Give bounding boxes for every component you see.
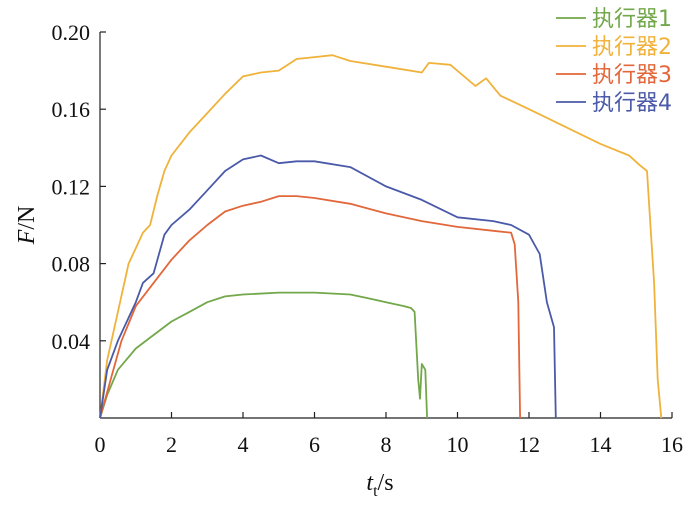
- x-axis-label: tt/s: [366, 470, 393, 500]
- x-tick-label: 2: [166, 432, 177, 457]
- x-tick-label: 10: [447, 432, 469, 457]
- y-tick-label: 0.12: [52, 174, 91, 199]
- legend: 执行器1 执行器2 执行器3 执行器4: [556, 7, 672, 116]
- series-line-2: [99, 54, 663, 419]
- axes: 0 2 4 6 8 10 12 14 16 0.04 0.08 0.12 0.16 0.20 tt/s F/N: [14, 20, 683, 500]
- legend-label-3: 执行器3: [592, 63, 672, 88]
- x-tick-label: 0: [95, 432, 106, 457]
- series-group: [99, 54, 663, 419]
- series-line-3: [99, 195, 521, 419]
- legend-label-1: 执行器1: [592, 7, 672, 32]
- legend-label-4: 执行器4: [592, 91, 672, 116]
- x-tick-label: 8: [381, 432, 392, 457]
- x-tick-label: 6: [309, 432, 320, 457]
- x-tick-label: 4: [238, 432, 249, 457]
- y-axis-label: F/N: [14, 206, 40, 246]
- y-tick-label: 0.04: [52, 329, 91, 354]
- x-tick-label: 12: [518, 432, 540, 457]
- y-tick-label: 0.16: [52, 97, 91, 122]
- y-tick-label: 0.20: [52, 20, 91, 45]
- y-tick-label: 0.08: [52, 252, 91, 277]
- x-tick-label: 14: [590, 432, 612, 457]
- series-line-1: [99, 291, 428, 419]
- x-tick-label: 16: [661, 432, 683, 457]
- legend-label-2: 执行器2: [592, 35, 672, 60]
- series-line-4: [99, 154, 557, 419]
